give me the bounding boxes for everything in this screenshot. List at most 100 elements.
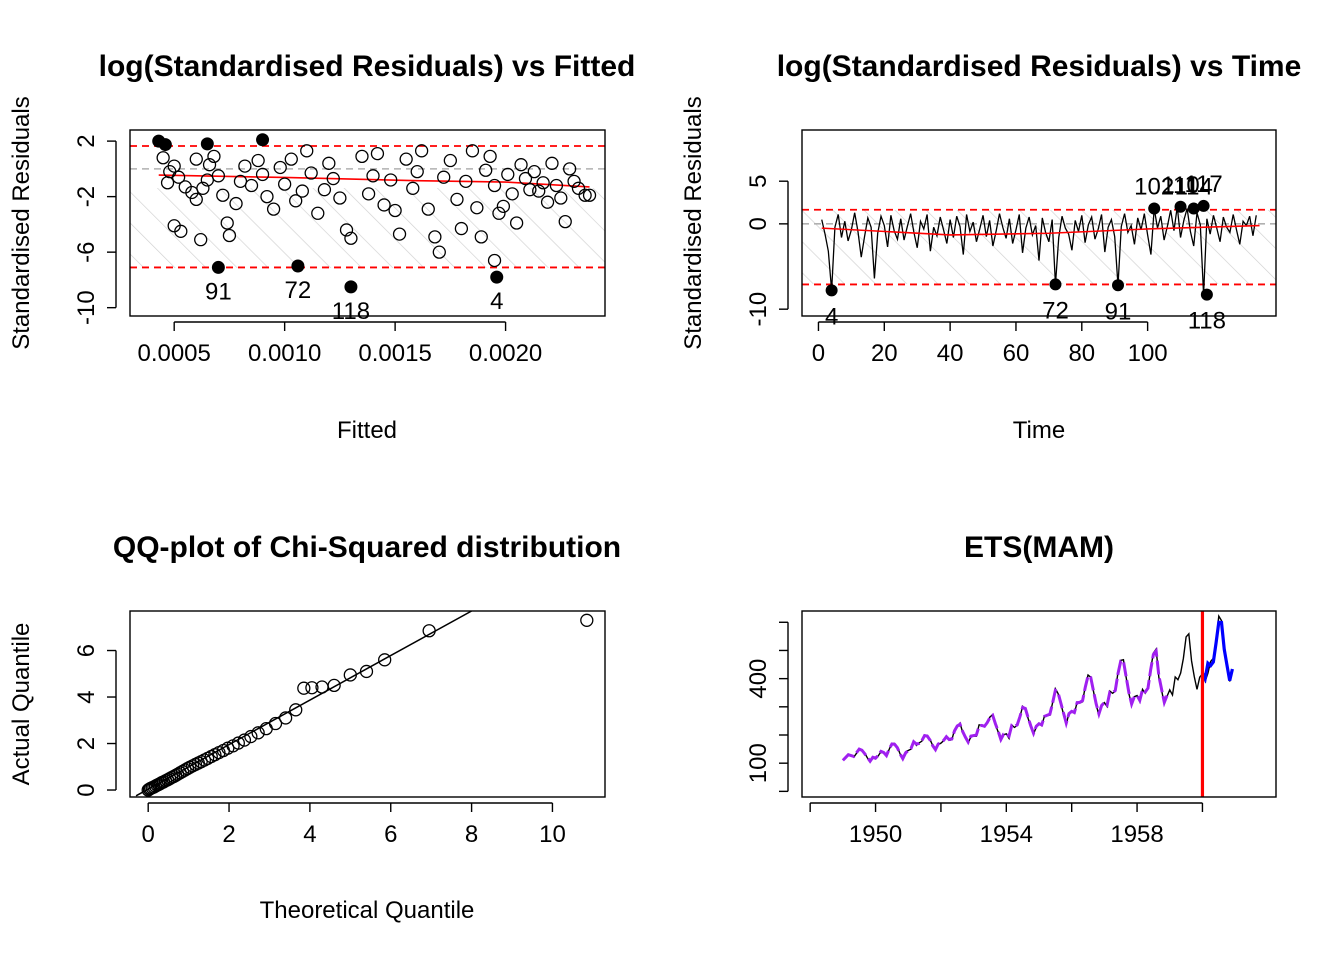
y-tick-label: 2 (73, 737, 100, 750)
y-tick-label: -6 (73, 241, 100, 262)
x-axis-label: Theoretical Quantile (260, 897, 475, 924)
residual-point (487, 253, 502, 268)
residual-point (260, 189, 274, 204)
outlier-point (344, 280, 358, 294)
quantile-point (343, 668, 357, 682)
residual-point (174, 224, 188, 238)
y-tick-label: 5 (745, 175, 772, 188)
residual-point (202, 158, 217, 172)
residual-point (189, 152, 203, 166)
residual-point (470, 201, 484, 215)
x-tick-label: 0.0005 (137, 340, 210, 367)
x-tick-label: 1954 (980, 821, 1033, 848)
outlier-label: 110 (1161, 172, 1199, 199)
outlier-point (825, 284, 838, 297)
qq-plot-panel: QQ-plot of Chi-Squared distribution 0 2 4 6… (8, 531, 621, 924)
residual-point (322, 156, 336, 170)
residual-point (278, 177, 292, 191)
residual-point (406, 181, 420, 195)
outlier-point (200, 137, 214, 151)
y-tick-label: 400 (745, 659, 772, 699)
residual-point (432, 245, 446, 259)
trend-line (821, 224, 1260, 236)
residual-point (479, 163, 493, 177)
plot-frame (129, 129, 606, 317)
residual-point (220, 216, 234, 230)
residual-point (304, 166, 318, 180)
plot-frame (801, 610, 1277, 798)
y-tick-label: 6 (73, 644, 100, 657)
residual-point (505, 187, 519, 201)
quantile-point (278, 711, 293, 725)
quantile-point (268, 716, 283, 731)
residual-point (255, 167, 270, 182)
quantile-point (378, 653, 392, 667)
plot-frame (801, 129, 1277, 317)
outlier-point (211, 260, 225, 274)
outlier-point (1197, 199, 1210, 212)
residuals-vs-fitted-panel: log(Standardised Residuals) vs Fitted 91… (8, 50, 635, 444)
residual-point (156, 151, 170, 165)
outlier-point (291, 259, 305, 273)
plot-frame (129, 610, 606, 798)
residual-point (465, 144, 480, 158)
residual-point (483, 149, 497, 164)
residual-point (284, 152, 298, 166)
residual-point (501, 167, 515, 182)
x-axis-label: Fitted (337, 417, 397, 444)
ets-forecast-panel: ETS(MAM) 1950 1954 1958 100 400 (745, 531, 1277, 848)
x-tick-label: 100 (1128, 340, 1168, 367)
quantile-point (289, 703, 303, 717)
outlier-point (490, 270, 504, 284)
residual-point (171, 170, 186, 184)
residual-point (536, 176, 550, 190)
outlier-point (158, 138, 172, 152)
bounds-region (802, 210, 1276, 284)
residual-point (207, 149, 221, 164)
quantile-point (237, 733, 252, 747)
residual-point (238, 159, 252, 173)
x-tick-label: 0.0020 (469, 340, 542, 367)
y-axis-label: Standardised Residuals (680, 96, 707, 350)
outlier-point (1049, 278, 1062, 291)
outlier-label: 102 (1134, 173, 1174, 200)
actual-series-line (842, 613, 1234, 764)
y-tick-label: 2 (73, 134, 100, 147)
bounds-region (130, 188, 605, 268)
residual-point (578, 188, 592, 202)
residual-point (545, 156, 559, 170)
outlier-point (1187, 202, 1200, 215)
x-tick-label: 0.0015 (358, 340, 431, 367)
x-tick-label: 0 (812, 340, 825, 367)
residual-point (384, 173, 398, 187)
residual-point (563, 162, 577, 176)
quantile-point (231, 736, 245, 750)
y-tick-label: -10 (745, 292, 772, 327)
residual-point (582, 188, 597, 202)
quantile-point (580, 613, 594, 627)
forecast-series-line (1201, 620, 1234, 684)
quantile-point (359, 664, 374, 679)
outlier-label: 4 (490, 288, 503, 315)
residual-point (311, 206, 325, 220)
quantile-point (422, 624, 436, 638)
residuals-vs-time-panel: log(Standardised Residuals) vs Time 4 72 9… (680, 50, 1301, 444)
outlier-point (1200, 288, 1213, 301)
residual-series-line (821, 206, 1257, 295)
residual-point (361, 187, 376, 201)
residual-point (266, 202, 281, 216)
residual-point (443, 153, 457, 168)
residual-point (428, 230, 442, 244)
y-axis-label: Standardised Residuals (8, 96, 35, 350)
outlier-label: 117 (1184, 171, 1222, 198)
x-tick-label: 40 (937, 340, 964, 367)
reference-line (135, 611, 472, 797)
chart-title: log(Standardised Residuals) vs Time (777, 50, 1302, 83)
residual-point (450, 192, 464, 207)
residual-point (410, 164, 424, 179)
residual-point (554, 191, 568, 205)
x-tick-label: 8 (465, 821, 478, 848)
residual-point (160, 176, 175, 190)
residual-point (532, 184, 546, 198)
outlier-point (1174, 200, 1187, 213)
